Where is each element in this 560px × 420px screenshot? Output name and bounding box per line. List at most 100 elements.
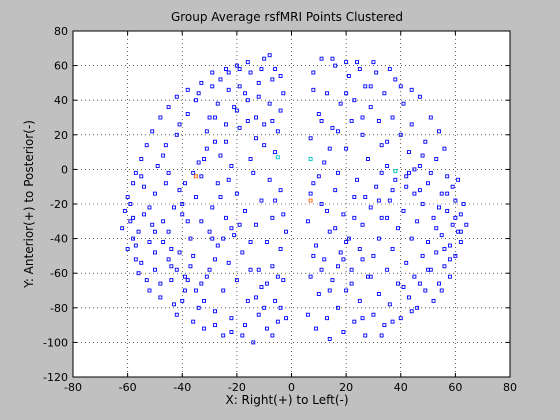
data-point [316,112,321,116]
data-point [275,129,280,134]
data-point [163,143,168,148]
data-point [254,136,258,141]
y-tick-label: -120 [43,371,68,384]
data-point [376,119,381,123]
data-point [270,119,275,123]
data-point [308,191,313,196]
data-point [398,316,403,321]
data-point [319,119,324,123]
data-point [387,198,392,203]
data-point [215,243,220,248]
data-point [174,312,179,317]
data-point [357,298,362,303]
data-point [223,122,228,127]
data-point [349,281,354,286]
data-point [445,208,450,213]
data-point [360,132,365,137]
data-point [382,323,387,328]
data-point [311,181,316,186]
data-point [437,281,441,286]
data-point [158,115,163,120]
data-point [275,319,280,324]
data-point [183,181,187,186]
data-point [344,60,349,65]
data-point [196,91,201,96]
data-point [458,229,463,234]
data-point [426,267,431,272]
data-point [163,181,168,186]
data-point [308,136,313,141]
data-point [144,278,149,283]
data-point [232,105,237,110]
data-point [461,202,466,206]
data-point [355,177,359,182]
data-point [264,240,269,245]
data-point [311,253,316,258]
data-point [196,305,201,310]
data-point [237,125,242,130]
data-point [428,170,433,175]
data-point [128,219,133,224]
data-point [229,316,234,321]
data-point [431,215,436,220]
data-point [243,323,248,328]
data-point [445,174,450,179]
data-point [191,253,196,258]
data-point [327,229,332,234]
data-point [314,326,319,331]
data-point [248,240,253,245]
data-point [202,298,207,303]
data-point [352,319,357,324]
data-point [325,316,329,321]
data-point [210,70,215,75]
data-point [254,222,258,227]
data-point [199,174,204,179]
data-point [240,333,245,338]
data-point [281,212,286,217]
data-point [379,170,384,175]
x-tick-label: -20 [228,381,246,394]
data-point [147,288,152,293]
data-point [316,174,321,179]
data-point [278,188,283,193]
data-point [204,146,209,151]
data-point [273,198,278,203]
data-point [278,74,283,78]
data-point [325,91,329,96]
data-point [382,91,387,96]
data-point [415,305,420,310]
data-point [278,305,283,310]
data-point [420,253,425,258]
data-point [245,298,250,303]
data-point [144,143,149,148]
data-point [166,170,171,175]
data-point [136,271,141,276]
data-point [199,219,204,224]
data-point [128,202,133,206]
y-tick-label: 40 [54,94,68,107]
data-point [174,132,179,137]
y-tick-label: 0 [61,163,68,176]
data-point [401,285,406,289]
data-point [133,170,138,175]
data-point [398,84,403,89]
data-point [207,267,212,272]
data-point [363,333,368,338]
data-point [229,163,234,168]
data-point [218,153,223,158]
data-point [256,267,261,272]
data-point [210,205,215,210]
data-point [357,247,362,251]
data-point [368,274,373,279]
data-point [193,98,198,103]
data-point [234,108,239,113]
data-point [308,157,313,161]
data-point [311,70,316,75]
data-point [139,260,144,265]
data-point [185,87,190,92]
data-point [420,153,425,158]
data-point [221,236,226,241]
data-point [434,157,439,161]
data-point [401,208,406,213]
data-point [319,202,324,206]
